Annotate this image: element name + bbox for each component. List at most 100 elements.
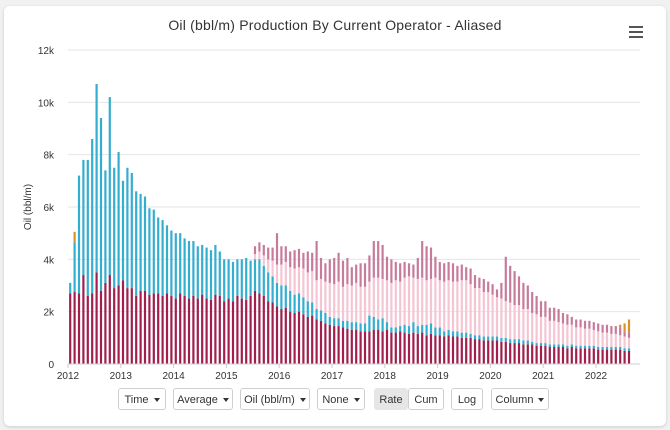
- rate-toggle-button[interactable]: Rate: [374, 388, 408, 410]
- bar-segment-series-1[interactable]: [324, 323, 327, 364]
- bar-segment-series-2[interactable]: [152, 209, 155, 294]
- bar-segment-series-1[interactable]: [139, 290, 142, 364]
- bar-segment-series-4[interactable]: [271, 247, 274, 261]
- bar-segment-series-4[interactable]: [438, 261, 441, 281]
- bar-segment-series-1[interactable]: [223, 301, 226, 364]
- bar-segment-series-3[interactable]: [280, 264, 283, 286]
- bar-segment-series-1[interactable]: [165, 293, 169, 364]
- bar-segment-series-2[interactable]: [289, 290, 292, 312]
- bar-segment-series-4[interactable]: [412, 264, 415, 278]
- bar-segment-series-2[interactable]: [553, 344, 556, 347]
- bar-segment-series-1[interactable]: [548, 346, 551, 364]
- bar-segment-series-3[interactable]: [355, 282, 358, 323]
- bar-segment-series-1[interactable]: [619, 349, 622, 364]
- bar-segment-series-3[interactable]: [311, 271, 314, 303]
- bar-segment-series-3[interactable]: [601, 332, 604, 347]
- bar-segment-series-2[interactable]: [504, 337, 507, 342]
- bar-segment-series-1[interactable]: [284, 307, 287, 364]
- bar-segment-series-2[interactable]: [82, 159, 85, 276]
- bar-segment-series-1[interactable]: [249, 295, 252, 364]
- bar-segment-series-2[interactable]: [425, 324, 428, 336]
- bar-segment-series-3[interactable]: [583, 328, 587, 346]
- bar-segment-series-1[interactable]: [95, 272, 98, 364]
- bar-segment-series-1[interactable]: [443, 336, 446, 364]
- bar-segment-series-3[interactable]: [341, 286, 345, 321]
- bar-segment-series-4[interactable]: [289, 251, 292, 268]
- bar-segment-series-4[interactable]: [491, 284, 494, 295]
- bar-segment-series-2[interactable]: [117, 152, 120, 286]
- bar-segment-series-3[interactable]: [623, 336, 626, 349]
- bar-segment-series-3[interactable]: [284, 261, 287, 286]
- bar-segment-series-2[interactable]: [513, 339, 516, 344]
- bar-segment-series-2[interactable]: [491, 336, 494, 341]
- bar-segment-series-2[interactable]: [183, 238, 186, 296]
- bar-segment-series-1[interactable]: [601, 349, 604, 364]
- bar-segment-series-4[interactable]: [258, 242, 261, 252]
- bar-segment-series-4[interactable]: [275, 233, 279, 265]
- bar-segment-series-3[interactable]: [592, 329, 595, 346]
- bar-segment-series-1[interactable]: [289, 311, 292, 364]
- bar-segment-series-4[interactable]: [368, 255, 371, 282]
- bar-segment-series-2[interactable]: [460, 332, 463, 338]
- bar-segment-series-1[interactable]: [421, 332, 424, 364]
- bar-segment-series-2[interactable]: [381, 318, 384, 332]
- bar-segment-series-4[interactable]: [478, 277, 481, 289]
- bar-segment-series-4[interactable]: [377, 241, 380, 278]
- bar-segment-series-3[interactable]: [324, 281, 327, 313]
- bar-segment-series-4[interactable]: [544, 301, 547, 317]
- cum-toggle-button[interactable]: Cum: [408, 388, 444, 410]
- bar-segment-series-2[interactable]: [201, 244, 204, 295]
- bar-segment-series-2[interactable]: [627, 348, 631, 351]
- bar-segment-series-1[interactable]: [187, 298, 191, 364]
- bar-segment-series-4[interactable]: [583, 320, 587, 329]
- bar-segment-series-1[interactable]: [412, 332, 415, 364]
- bar-segment-series-1[interactable]: [209, 299, 213, 364]
- bar-segment-series-2[interactable]: [438, 327, 441, 336]
- bar-segment-series-4[interactable]: [293, 250, 296, 269]
- bar-segment-series-3[interactable]: [302, 268, 305, 298]
- bar-segment-series-1[interactable]: [275, 306, 279, 364]
- bar-segment-series-1[interactable]: [597, 349, 600, 364]
- bar-segment-series-3[interactable]: [460, 280, 463, 333]
- bar-segment-series-2[interactable]: [337, 318, 340, 327]
- bar-segment-series-2[interactable]: [249, 260, 252, 296]
- bar-segment-series-1[interactable]: [121, 280, 125, 364]
- bar-segment-series-3[interactable]: [385, 280, 389, 323]
- bar-series[interactable]: [69, 84, 631, 364]
- bar-segment-series-2[interactable]: [544, 343, 547, 346]
- bar-segment-series-2[interactable]: [205, 247, 208, 299]
- bar-segment-series-2[interactable]: [416, 326, 419, 334]
- bar-segment-series-1[interactable]: [293, 312, 296, 364]
- bar-segment-series-2[interactable]: [95, 84, 98, 273]
- bar-segment-series-1[interactable]: [504, 341, 507, 364]
- bar-segment-series-3[interactable]: [267, 259, 270, 273]
- bar-segment-series-1[interactable]: [509, 343, 512, 364]
- bar-segment-series-4[interactable]: [403, 261, 406, 278]
- bar-segment-series-4[interactable]: [539, 301, 543, 317]
- bar-segment-series-1[interactable]: [170, 295, 173, 364]
- bar-segment-series-4[interactable]: [363, 263, 367, 287]
- bar-segment-series-1[interactable]: [311, 315, 314, 364]
- bar-segment-series-3[interactable]: [570, 324, 573, 345]
- bar-segment-series-2[interactable]: [372, 316, 375, 330]
- bar-segment-series-4[interactable]: [566, 314, 569, 325]
- bar-segment-series-1[interactable]: [350, 329, 353, 364]
- bar-segment-series-1[interactable]: [513, 343, 516, 364]
- bar-segment-series-3[interactable]: [399, 281, 402, 327]
- bar-segment-series-4[interactable]: [372, 241, 375, 278]
- bar-segment-series-2[interactable]: [579, 345, 582, 349]
- bar-segment-series-1[interactable]: [456, 336, 459, 364]
- bar-segment-series-2[interactable]: [443, 331, 446, 337]
- bar-segment-series-2[interactable]: [539, 343, 543, 346]
- bar-segment-series-2[interactable]: [526, 340, 529, 345]
- bar-segment-series-1[interactable]: [473, 339, 477, 364]
- bar-segment-series-3[interactable]: [421, 277, 424, 325]
- bar-segment-series-1[interactable]: [583, 348, 587, 364]
- bar-segment-series-4[interactable]: [522, 282, 525, 310]
- bar-segment-series-2[interactable]: [73, 242, 76, 293]
- bar-segment-series-2[interactable]: [412, 322, 415, 333]
- bar-segment-series-1[interactable]: [627, 350, 631, 364]
- bar-segment-series-3[interactable]: [561, 323, 565, 345]
- bar-segment-series-1[interactable]: [179, 293, 182, 364]
- bar-segment-series-1[interactable]: [267, 301, 270, 364]
